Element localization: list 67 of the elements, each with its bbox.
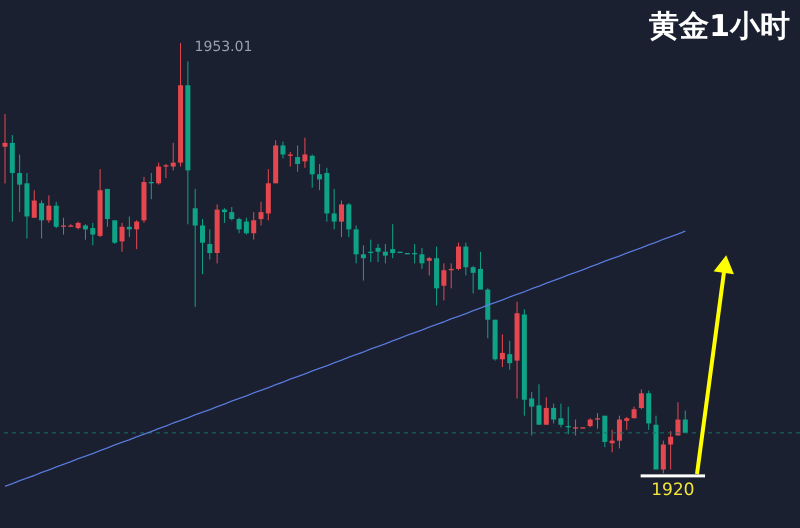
candlestick — [470, 265, 476, 294]
candlestick — [295, 144, 300, 172]
candlestick — [192, 188, 198, 308]
candlestick — [588, 418, 593, 428]
candlestick — [610, 429, 615, 453]
candlestick — [61, 217, 66, 236]
candlestick — [120, 222, 125, 252]
candlestick — [632, 406, 637, 419]
candlestick — [376, 243, 381, 263]
candlestick — [638, 388, 644, 410]
candlestick — [244, 217, 249, 236]
candlestick — [616, 415, 622, 449]
candlestick — [82, 224, 88, 240]
candlestick — [529, 392, 534, 436]
candlestick — [229, 206, 234, 221]
candlestick — [32, 190, 37, 218]
text: 1920 — [651, 480, 694, 500]
candlestick — [426, 256, 432, 276]
candlestick — [368, 239, 374, 263]
candlestick — [302, 137, 308, 168]
candlestick — [412, 243, 418, 264]
candlestick — [682, 410, 688, 434]
candlestick — [200, 218, 205, 275]
candlestick — [478, 251, 483, 290]
candlestick — [126, 216, 132, 238]
candlestick — [544, 396, 549, 426]
candlestick — [317, 163, 322, 191]
candlestick — [134, 220, 140, 250]
candlestick — [236, 217, 242, 234]
candlestick — [207, 228, 212, 260]
candlestick — [280, 141, 286, 159]
candlestick — [170, 142, 176, 171]
candlestick — [675, 402, 680, 436]
candlestick — [338, 200, 344, 238]
candlestick — [163, 163, 168, 179]
candlestick — [360, 244, 366, 282]
candlestick — [624, 416, 630, 430]
candlestick — [90, 222, 96, 246]
candlestick — [288, 151, 293, 168]
candlestick — [507, 340, 512, 370]
candlestick — [463, 242, 468, 276]
candlestick — [536, 384, 542, 426]
candlestick — [46, 194, 52, 224]
chart-title: 黄金1小时 — [649, 9, 790, 44]
candlestick — [251, 212, 256, 240]
candlestick — [551, 403, 556, 424]
candlestick — [332, 188, 337, 230]
candlestick — [310, 154, 315, 188]
candlestick — [566, 406, 571, 435]
candlestick — [382, 243, 388, 264]
candlestick — [441, 262, 446, 301]
candlestick — [390, 224, 396, 259]
annotation: 1953.01 — [194, 39, 252, 56]
candlestick — [258, 201, 264, 226]
candlestick — [17, 154, 22, 213]
candlestick — [456, 242, 462, 271]
candlestick — [419, 247, 424, 270]
candlestick — [148, 172, 154, 200]
candlestick — [156, 162, 162, 186]
candlestick — [558, 403, 564, 428]
candlestick — [2, 114, 8, 184]
candlestick — [112, 220, 118, 244]
candlestick — [39, 200, 44, 239]
candlestick — [54, 201, 59, 229]
candlestick — [222, 208, 227, 224]
candlestick — [668, 430, 674, 470]
candlestick — [500, 334, 505, 368]
